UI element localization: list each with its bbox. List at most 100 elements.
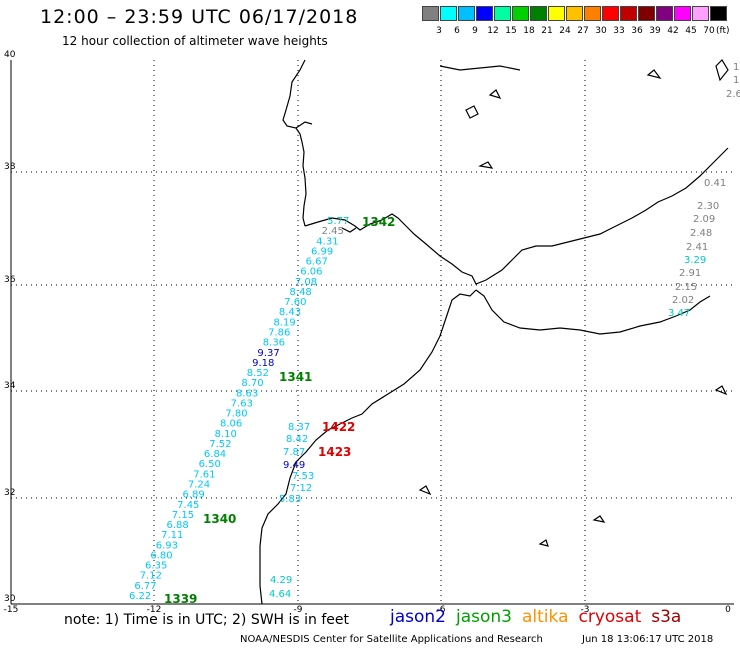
legend-label: 9 [472,26,478,36]
swh-value: 2.15 [675,282,697,293]
swh-value: 8.06 [220,419,242,430]
legend-swatch [692,6,709,21]
swh-value: 8.36 [263,338,285,349]
legend-label: 27 [577,26,589,36]
swh-value: 5.83 [279,494,301,505]
legend-swatch [512,6,529,21]
satellite-altika: altika [522,607,569,627]
legend-label: 15 [505,26,517,36]
swh-value: 1 [733,75,739,86]
legend-label: 24 [559,26,571,36]
swh-value: 2.30 [697,201,719,212]
swh-value: 7.52 [209,439,231,450]
swh-value: 7.08 [295,277,317,288]
x-tick-label: -12 [147,605,162,615]
legend-swatch [440,6,457,21]
legend-swatch [638,6,655,21]
satellite-s3a: s3a [651,607,682,627]
swh-value: 0.41 [704,178,726,189]
footer-timestamp: Jun 18 13:06:17 UTC 2018 [582,634,714,645]
pass-label: 1340 [203,512,236,526]
y-tick-label: 34 [4,381,16,391]
legend-swatch [620,6,637,21]
legend-label: 45 [685,26,697,36]
pass-label: 1422 [322,420,355,434]
swh-value: 6.22 [129,591,151,602]
satellite-cryosat: cryosat [578,607,642,627]
swh-value: 6.99 [311,246,333,257]
swh-value: 7.15 [172,510,194,521]
legend-swatch [548,6,565,21]
x-tick-label: -3 [581,605,590,615]
swh-value: 6.89 [183,490,205,501]
swh-value: 3.29 [684,255,706,266]
map-subtitle: 12 hour collection of altimeter wave hei… [62,34,328,48]
legend-swatch [656,6,673,21]
swh-value: 9.37 [257,348,279,359]
coastline [259,59,729,605]
y-tick-label: 36 [4,275,16,285]
legend-swatch [476,6,493,21]
swh-value: 3.47 [668,308,690,319]
swh-value: 6.84 [204,449,226,460]
swh-value: 2.02 [672,295,694,306]
swh-value: 6.67 [306,257,328,268]
pass-label: 1423 [318,445,351,459]
swh-value: 8.70 [241,378,263,389]
swh-value: 7.87 [283,447,305,458]
swh-value: 7.80 [225,409,247,420]
pass-label: 1339 [164,592,197,606]
map-frame [10,60,734,605]
swh-value: 7.86 [268,327,290,338]
legend-unit: (ft) [716,26,730,36]
legend-label: 36 [631,26,643,36]
swh-value: 2.09 [693,214,715,225]
swh-value: 4.29 [270,575,292,586]
y-tick-label: 38 [4,162,16,172]
legend-label: 6 [454,26,460,36]
legend-label: 21 [541,26,553,36]
swh-value: 6.77 [134,581,156,592]
swh-value: 7.24 [188,480,210,491]
swh-value: 7.60 [284,297,306,308]
y-tick-label: 30 [4,594,16,604]
legend-label: 3 [436,26,442,36]
swh-value: 7.12 [290,483,312,494]
legend-label: 39 [649,26,661,36]
swh-value: 7.12 [140,571,162,582]
swh-value: 2.91 [679,268,701,279]
swh-value: 7.45 [177,500,199,511]
swh-value: 6.88 [166,520,188,531]
pass-labels: 1342 1341 1340 1339 1422 1423 [164,215,395,606]
satellite-jason2: jason2 [390,607,446,627]
swh-value: 6.50 [199,459,221,470]
y-tick-label: 40 [4,50,16,60]
x-tick-label: -15 [4,605,19,615]
swh-value: 7.11 [161,530,183,541]
swh-value: 8.42 [286,434,308,445]
swh-value: 4.31 [316,236,338,247]
legend-swatch [710,6,727,21]
swh-value: 8.10 [215,429,237,440]
satellite-jason3: jason3 [456,607,512,627]
legend-label: 30 [595,26,607,36]
legend-label: 12 [487,26,499,36]
map-title: 12:00 – 23:59 UTC 06/17/2018 [40,6,359,28]
legend-swatch [584,6,601,21]
footer-credit: NOAA/NESDIS Center for Satellite Applica… [240,634,543,645]
swh-value: 7.53 [292,471,314,482]
swh-value: 2.6 [726,89,740,100]
legend-swatch [530,6,547,21]
pass-label: 1342 [362,215,395,229]
footnote: note: 1) Time is in UTC; 2) SWH is in fe… [64,612,350,628]
swh-value: 1 [733,62,739,73]
swh-value: 6.35 [145,561,167,572]
swh-value: 4.64 [269,589,291,600]
swh-value: 8.43 [279,307,301,318]
axis-tick-labels: -15 -12 -9 -6 -3 0 40 38 36 34 32 30 [4,50,731,615]
legend-swatch [422,6,439,21]
graticule [11,60,734,604]
legend-swatch [494,6,511,21]
swh-value: 8.52 [247,368,269,379]
